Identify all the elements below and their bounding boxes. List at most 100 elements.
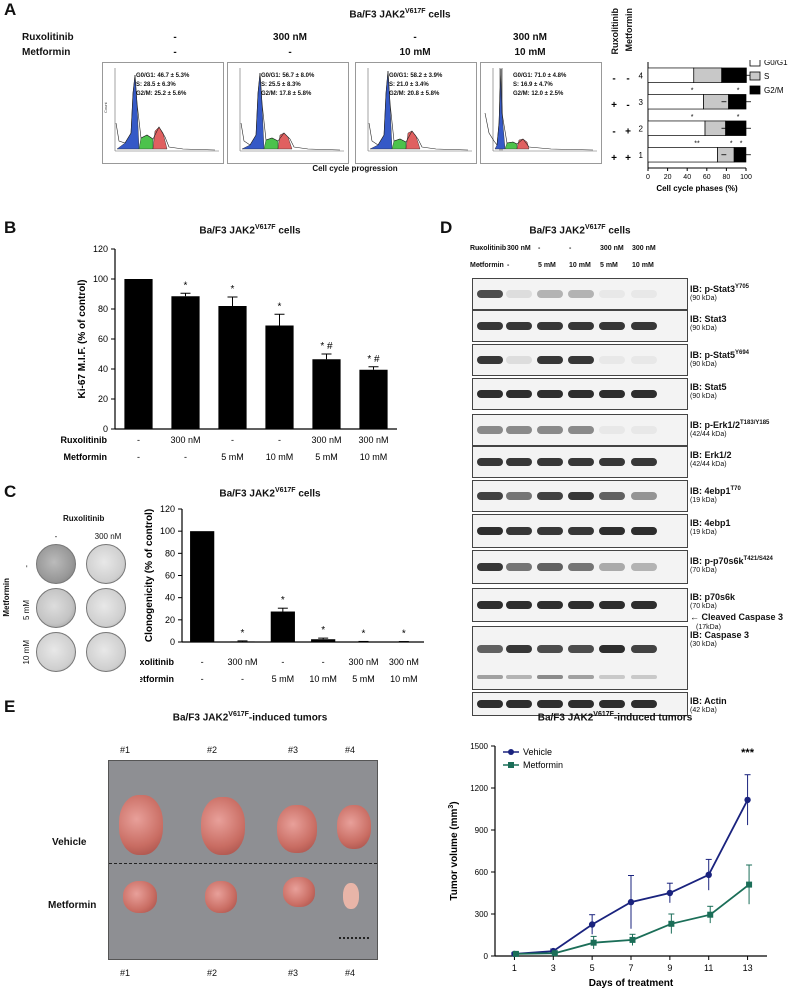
cleaved-band (631, 675, 657, 679)
panel-c-met-value: - (241, 674, 244, 684)
a-bar-segment-g0g1 (647, 120, 706, 136)
dish-met-label: Metformin (2, 578, 11, 617)
blot-site: Y694 (735, 350, 750, 356)
panel-a-ruxolitinib-label: Ruxolitinib (22, 32, 74, 43)
blot-band (537, 700, 563, 708)
panel-b-significance: * (231, 284, 235, 295)
blot-name: IB: p-p70s6k (690, 556, 744, 566)
blot-kda: (30 kDa) (690, 641, 717, 648)
tumor-metformin-1 (123, 881, 157, 913)
a-bar-significance: * (740, 141, 743, 148)
a-bar-met-sign: + (625, 153, 631, 164)
panel-b-ytick-label: 20 (98, 394, 108, 404)
blot-band (537, 390, 563, 398)
dish-combo-5 (86, 588, 126, 628)
blot-band (537, 527, 563, 535)
photo-number-top-3: #3 (287, 745, 298, 755)
blot-band (506, 645, 532, 653)
e-ytick-label: 1200 (470, 784, 488, 793)
e-point-metformin (512, 950, 519, 957)
blot-band (506, 527, 532, 535)
panel-b-rux-value: - (137, 435, 140, 445)
e-point-metformin (629, 936, 636, 943)
panel-c-met-value: 5 mM (352, 674, 375, 684)
blot-band (477, 426, 503, 434)
panel-label-d: D (440, 218, 453, 237)
dish-control (36, 544, 76, 584)
a-bar-significance: * (737, 114, 740, 121)
panel-a-met-4: 10 mM (514, 47, 546, 58)
panel-label-c: C (4, 482, 17, 501)
panel-b-ytick-label: 0 (103, 424, 108, 434)
e-ytick-label: 1500 (470, 742, 488, 751)
panel-d-rux-value: - (569, 245, 572, 252)
panel-c-rux-value: - (281, 657, 284, 667)
panel-b-met-value: - (184, 452, 187, 462)
blot-band (537, 601, 563, 609)
blot-name: IB: p-Stat5 (690, 350, 735, 360)
blot-band (506, 601, 532, 609)
blot-band (506, 322, 532, 330)
panel-c-ylabel: Clonogenicity (% of control) (144, 509, 155, 642)
blot-name: IB: 4ebp1 (690, 486, 731, 496)
panel-d-met-value: - (478, 262, 481, 269)
panel-c-bar (230, 641, 255, 642)
panel-d-title: Ba/F3 JAK2V617F cells (529, 224, 631, 237)
a-bar-xtick-label: 60 (703, 174, 711, 181)
panel-c-ytick-label: 80 (165, 548, 175, 558)
panel-d-met-label: Metformin (470, 262, 504, 269)
panel-e-photo-title: Ba/F3 JAK2V617F-induced tumors (172, 711, 328, 724)
a-bar-significance: * (691, 88, 694, 95)
a-bar-xtick-label: 100 (740, 174, 752, 181)
panel-c-title: Ba/F3 JAK2V617F cells (219, 487, 321, 500)
blot-band (631, 390, 657, 398)
panel-c-ytick-label: 100 (160, 526, 175, 536)
panel-c-met-row-label: Metformin (140, 674, 174, 684)
a-bar-legend-swatch (749, 60, 761, 67)
blot-kda: (70 kDa) (690, 603, 717, 610)
a-bar-segment-g0g1 (647, 67, 695, 83)
e-xtick-label: 5 (590, 963, 595, 973)
a-bar-rux-sign: + (611, 100, 617, 111)
cleaved-caspase-label: ← Cleaved Caspase 3 (690, 612, 784, 622)
e-legend-marker (508, 762, 514, 768)
blot-label: IB: Caspase 3 (30 kDa) (690, 630, 749, 650)
photo-number-top-4: #4 (344, 745, 355, 755)
a-bar-xtick-label: 20 (664, 174, 672, 181)
e-xtick-label: 9 (667, 963, 672, 973)
e-point-vehicle (588, 921, 596, 928)
blot-band (568, 290, 594, 298)
histogram-ylabel: Count (103, 101, 108, 113)
e-point-metformin (590, 939, 597, 946)
blot-band (599, 601, 625, 609)
panel-c-significance: * (321, 625, 325, 636)
panel-c-ytick-label: 60 (165, 571, 175, 581)
panel-b-bar (171, 296, 200, 429)
blot-kda: (90 kDa) (690, 325, 717, 332)
a-bar-legend-g2m: G2/M (764, 86, 784, 95)
e-point-metformin (746, 881, 753, 888)
panel-b-ytick-label: 80 (98, 304, 108, 314)
blot-band (477, 527, 503, 535)
panel-b-rux-value: 300 nM (358, 435, 388, 445)
e-ytick-label: 0 (484, 952, 489, 961)
blot-band (477, 290, 503, 298)
panel-d-rux-value: 300 nM (600, 245, 624, 252)
blot-band (568, 700, 594, 708)
panel-b-met-row-label: Metformin (64, 452, 108, 462)
blot-site: T70 (730, 486, 741, 492)
a-bar-xtick-label: 40 (683, 174, 691, 181)
blot-name: IB: Erk1/2 (690, 450, 732, 460)
histogram-2 (227, 62, 349, 164)
blot-band (631, 563, 657, 571)
blot-band (506, 426, 532, 434)
blot-band (599, 290, 625, 298)
panel-c-bar (311, 639, 336, 642)
blot-band (506, 700, 532, 708)
a-bar-legend-swatch (749, 71, 761, 81)
blot-kda: (70 kDa) (690, 567, 717, 574)
blot-name: IB: Caspase 3 (690, 630, 750, 640)
blot-band (568, 601, 594, 609)
a-bar-significance: * (737, 88, 740, 95)
